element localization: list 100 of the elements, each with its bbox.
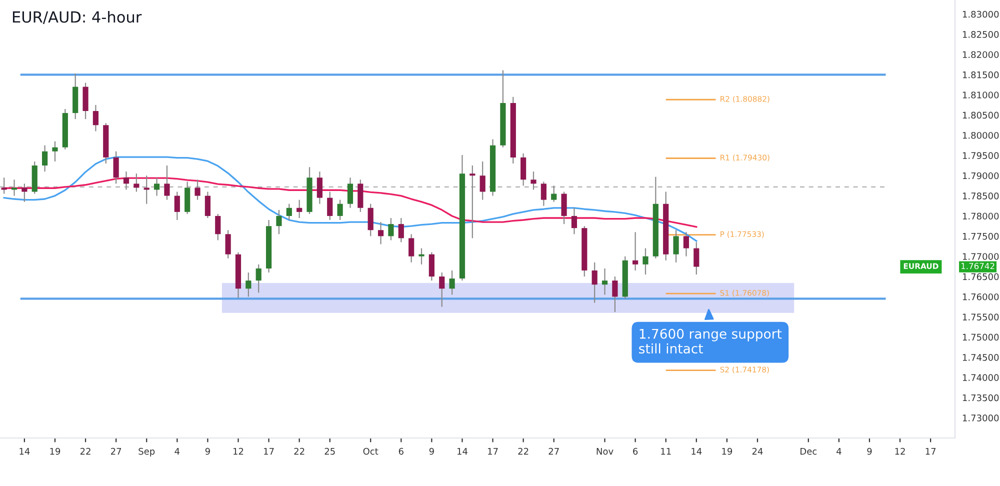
candlestick	[540, 181, 546, 206]
x-tick-label: Sep	[138, 448, 155, 456]
y-tick-label: 1.78000	[962, 212, 999, 220]
y-tick-label: 1.83000	[962, 10, 999, 18]
candlestick	[22, 183, 28, 202]
candlestick	[337, 199, 343, 221]
candlestick	[388, 217, 394, 241]
x-tick-label: 17	[264, 448, 274, 455]
candlestick	[327, 191, 333, 221]
candlestick	[470, 164, 476, 239]
y-tick-label: 1.77000	[962, 253, 999, 260]
x-tick-label: 17	[488, 448, 498, 455]
x-tick-label: 12	[895, 448, 905, 455]
y-tick-label: 1.76500	[962, 273, 999, 280]
y-tick-label: 1.74000	[962, 374, 999, 382]
y-tick-label: 1.79000	[962, 172, 999, 180]
y-tick-label: 1.73000	[962, 414, 999, 422]
candlestick	[683, 232, 690, 257]
x-tick-label: 11	[661, 448, 671, 455]
annotation: 1.7600 range support still intact	[639, 328, 782, 354]
y-tick-label: 1.80500	[962, 112, 999, 119]
candlestick	[673, 230, 679, 263]
y-tick-label: 1.78500	[962, 192, 999, 200]
candlestick	[368, 203, 374, 237]
candlestick	[286, 203, 292, 221]
candlestick	[194, 179, 200, 200]
x-tick-label: 25	[324, 448, 335, 455]
candlestick	[154, 177, 160, 196]
candlestick	[144, 175, 150, 204]
x-tick-label: 14	[457, 448, 468, 455]
x-tick-label: 22	[294, 448, 304, 455]
candlestick	[11, 179, 18, 196]
candlestick	[164, 164, 170, 200]
x-tick-label: 9	[205, 448, 210, 455]
y-tick-label: 1.75500	[962, 314, 999, 320]
y-tick-label: 1.75000	[962, 334, 999, 341]
y-tick-label: 1.82500	[962, 31, 999, 38]
candlestick	[225, 230, 231, 259]
x-tick-label: 6	[633, 448, 638, 455]
candlestick	[276, 209, 282, 235]
candlestick	[316, 171, 322, 204]
candlestick	[449, 270, 455, 296]
candlestick	[378, 221, 384, 245]
x-tick-label: Nov	[596, 448, 614, 455]
x-tick-label: 22	[518, 448, 528, 455]
x-tick-label: 22	[80, 448, 90, 455]
candlestick	[246, 272, 252, 298]
candlestick	[408, 234, 414, 263]
candlestick	[642, 248, 648, 276]
x-tick-label: 24	[752, 448, 763, 455]
candlestick	[92, 104, 99, 132]
x-tick-label: 19	[722, 448, 732, 455]
candlestick	[520, 152, 526, 186]
candlestick	[42, 144, 48, 172]
text: EUR/AUD: 4-hour	[12, 10, 142, 24]
candlestick	[347, 177, 354, 208]
x-tick-label: 4	[174, 448, 180, 455]
candlestick	[296, 199, 302, 219]
x-tick-label: 9	[429, 448, 434, 455]
candlestick	[694, 242, 700, 276]
line-series	[3, 156, 698, 242]
y-tick-label: 1.77500	[962, 232, 999, 240]
candlestick	[428, 252, 434, 282]
candlestick	[1, 177, 7, 194]
y-tick-label: 1.81000	[962, 92, 999, 98]
x-tick-label: 17	[926, 448, 936, 455]
candlestick	[134, 173, 140, 192]
x-tick-label: Oct	[363, 448, 378, 455]
x-tick-label: 6	[398, 448, 404, 455]
x-tick-label: Dec	[800, 448, 817, 455]
x-tick-label: 27	[110, 448, 122, 455]
candlestick	[204, 191, 210, 219]
x-tick-label: 27	[548, 448, 559, 455]
candlestick	[632, 232, 638, 272]
y-tick-label: 1.82000	[962, 51, 999, 58]
candlestick	[398, 217, 404, 243]
text: 1.76742	[961, 262, 994, 270]
candlestick	[571, 207, 578, 235]
y-tick-label: 1.81500	[962, 71, 999, 78]
candlestick	[113, 150, 119, 184]
candlestick	[602, 268, 608, 296]
x-tick-label: 9	[867, 448, 872, 455]
candlestick	[123, 171, 130, 190]
x-tick-label: 14	[692, 448, 702, 455]
x-tick-label: 14	[20, 448, 30, 455]
y-tick-label: 1.79500	[962, 152, 999, 159]
x-tick-label: 19	[50, 448, 60, 455]
candlestick	[612, 276, 618, 313]
candlestick	[418, 248, 424, 265]
y-tick-label: 1.73500	[962, 394, 999, 402]
candlestick	[530, 171, 536, 190]
candlestick	[551, 185, 557, 202]
candlestick	[256, 264, 262, 294]
candlestick	[52, 140, 58, 162]
candlestick	[174, 191, 180, 221]
y-tick-label: 1.76000	[962, 293, 999, 300]
candlestick	[215, 213, 221, 241]
y-tick-label: 1.80000	[962, 132, 999, 139]
y-tick-label: 1.74500	[962, 354, 999, 361]
x-tick-label: 4	[836, 448, 842, 455]
